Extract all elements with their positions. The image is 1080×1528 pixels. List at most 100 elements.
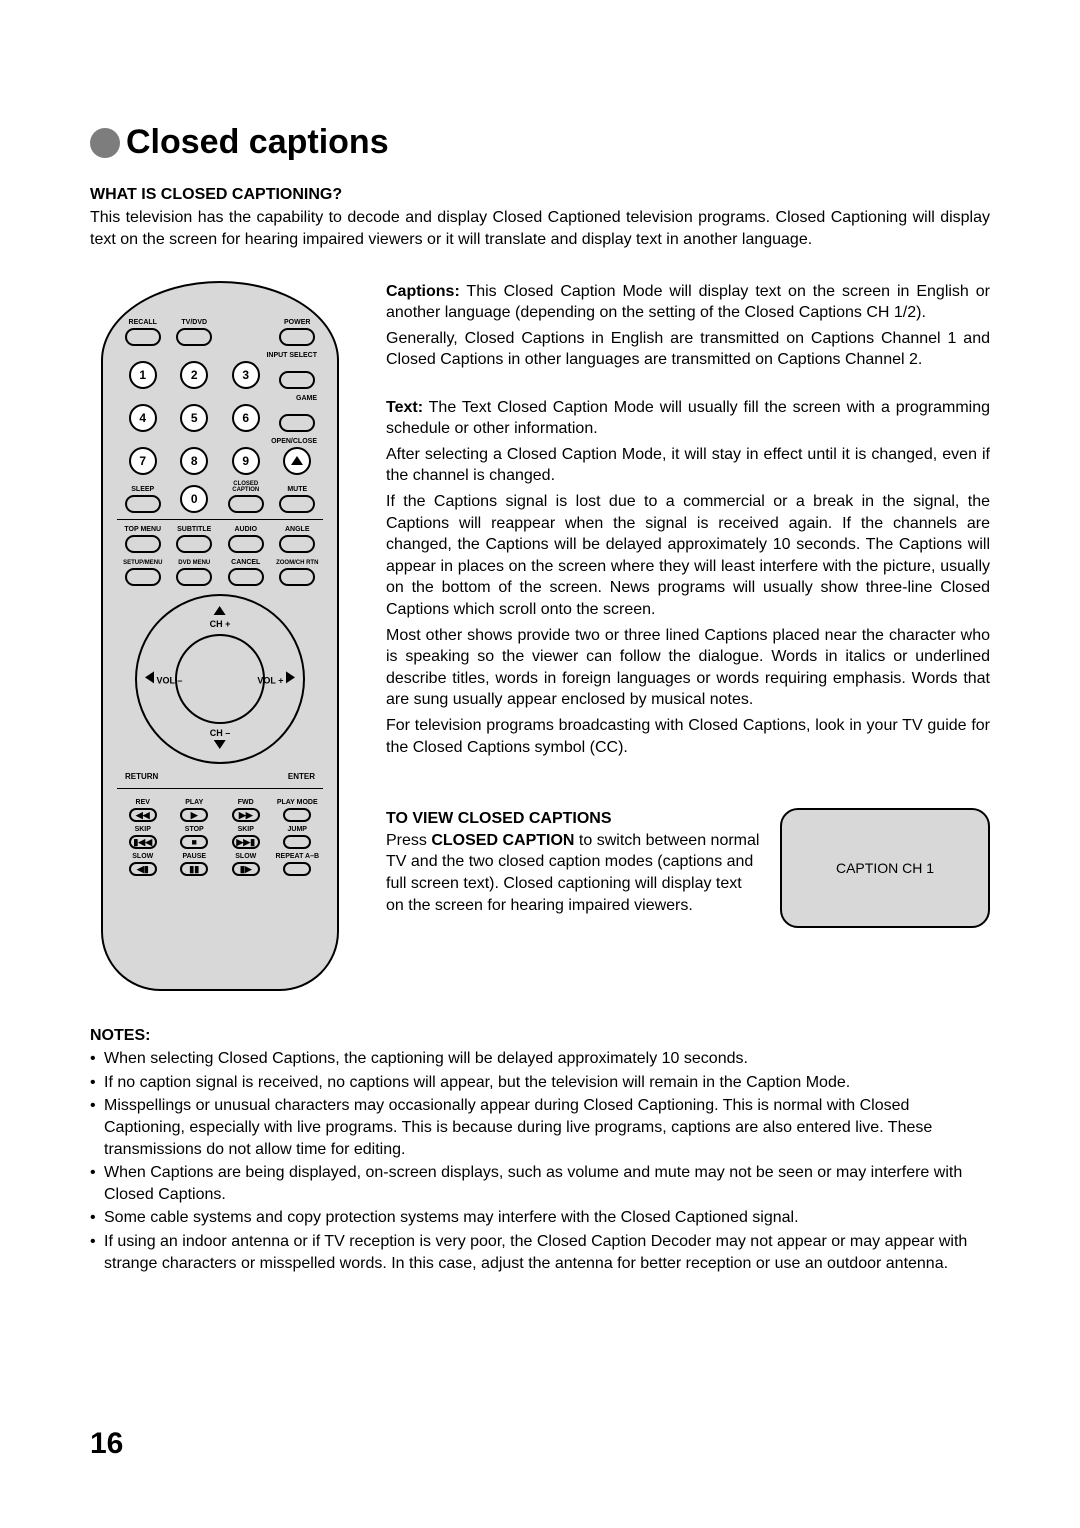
tvdvd-label: TV/DVD bbox=[181, 319, 207, 326]
down-icon bbox=[214, 740, 226, 749]
play-symbol-icon: ▶▶▮ bbox=[236, 838, 255, 847]
play-symbol-icon: ▮◀◀ bbox=[133, 838, 152, 847]
recall-label: RECALL bbox=[129, 319, 157, 326]
nav-ring: CH + CH – VOL – VOL + bbox=[135, 594, 305, 764]
play-button: ◀▮ bbox=[129, 862, 157, 876]
play-button: ▶▶▮ bbox=[232, 835, 260, 849]
page-title: Closed captions bbox=[126, 120, 389, 166]
nav-up: CH + bbox=[210, 606, 231, 630]
note-item: •When selecting Closed Captions, the cap… bbox=[90, 1048, 990, 1070]
tvdvd-button bbox=[176, 328, 212, 346]
title-row: Closed captions bbox=[90, 120, 990, 166]
play-button bbox=[283, 835, 311, 849]
notes-heading: NOTES: bbox=[90, 1025, 990, 1047]
title-bullet-icon bbox=[90, 128, 120, 158]
mute-button bbox=[279, 495, 315, 513]
intro-section: WHAT IS CLOSED CAPTIONING? This televisi… bbox=[90, 184, 990, 251]
subtitle-label: SUBTITLE bbox=[177, 526, 211, 533]
open-close-label: OPEN/CLOSE bbox=[117, 438, 323, 445]
play-button: ◀◀ bbox=[129, 808, 157, 822]
note-item: •Misspellings or unusual characters may … bbox=[90, 1095, 990, 1160]
cancel-label: CANCEL bbox=[231, 559, 260, 566]
audio-button bbox=[228, 535, 264, 553]
text-para-5: For television programs broadcasting wit… bbox=[386, 715, 990, 758]
remote-column: RECALL TV/DVD POWER INPUT SELECT 1 2 3 G… bbox=[90, 281, 350, 991]
game-button bbox=[279, 414, 315, 432]
power-button bbox=[279, 328, 315, 346]
intro-heading: WHAT IS CLOSED CAPTIONING? bbox=[90, 184, 990, 206]
play-label: STOP bbox=[185, 826, 204, 833]
view-section: TO VIEW CLOSED CAPTIONS Press CLOSED CAP… bbox=[386, 808, 990, 928]
num-4-button: 4 bbox=[129, 404, 157, 432]
note-item: •Some cable systems and copy protection … bbox=[90, 1207, 990, 1229]
angle-button bbox=[279, 535, 315, 553]
dvdmenu-button bbox=[176, 568, 212, 586]
subtitle-button bbox=[176, 535, 212, 553]
play-label: SLOW bbox=[132, 853, 153, 860]
play-symbol-icon: ■ bbox=[192, 838, 197, 847]
play-label: PLAY MODE bbox=[277, 799, 318, 806]
play-symbol-icon: ◀◀ bbox=[136, 811, 150, 820]
enter-label: ENTER bbox=[288, 772, 315, 783]
num-0-button: 0 bbox=[180, 485, 208, 513]
play-button: ▶▶ bbox=[232, 808, 260, 822]
note-item: •If using an indoor antenna or if TV rec… bbox=[90, 1231, 990, 1274]
left-icon bbox=[145, 671, 154, 683]
view-body: Press CLOSED CAPTION to switch between n… bbox=[386, 830, 762, 916]
mute-label: MUTE bbox=[287, 486, 307, 493]
play-label: REPEAT A–B bbox=[275, 853, 319, 860]
note-item: •When Captions are being displayed, on-s… bbox=[90, 1162, 990, 1205]
two-column-layout: RECALL TV/DVD POWER INPUT SELECT 1 2 3 G… bbox=[90, 281, 990, 991]
num-8-button: 8 bbox=[180, 447, 208, 475]
captions-para-2: Generally, Closed Captions in English ar… bbox=[386, 328, 990, 371]
play-button: ■ bbox=[180, 835, 208, 849]
play-label: PAUSE bbox=[182, 853, 206, 860]
tv-screen-preview: CAPTION CH 1 bbox=[780, 808, 990, 928]
intro-text: This television has the capability to de… bbox=[90, 207, 990, 250]
num-6-button: 6 bbox=[232, 404, 260, 432]
input-select-button bbox=[279, 371, 315, 389]
cc-label: CLOSED CAPTION bbox=[220, 481, 272, 493]
play-label: REV bbox=[136, 799, 150, 806]
topmenu-label: TOP MENU bbox=[124, 526, 161, 533]
closed-caption-button bbox=[228, 495, 264, 513]
power-label: POWER bbox=[284, 319, 310, 326]
sleep-label: SLEEP bbox=[131, 486, 154, 493]
angle-label: ANGLE bbox=[285, 526, 310, 533]
cancel-button bbox=[228, 568, 264, 586]
notes-list: •When selecting Closed Captions, the cap… bbox=[90, 1048, 990, 1274]
zoom-label: ZOOM/CH RTN bbox=[276, 560, 318, 566]
audio-label: AUDIO bbox=[234, 526, 257, 533]
captions-para-1: Captions: This Closed Caption Mode will … bbox=[386, 281, 990, 324]
num-5-button: 5 bbox=[180, 404, 208, 432]
recall-button bbox=[125, 328, 161, 346]
up-icon bbox=[214, 606, 226, 615]
num-3-button: 3 bbox=[232, 361, 260, 389]
play-symbol-icon: ▮▶ bbox=[240, 865, 252, 874]
view-heading: TO VIEW CLOSED CAPTIONS bbox=[386, 808, 762, 830]
eject-icon bbox=[291, 456, 303, 465]
page-number: 16 bbox=[90, 1424, 123, 1465]
num-2-button: 2 bbox=[180, 361, 208, 389]
input-select-label: INPUT SELECT bbox=[117, 352, 323, 359]
zoom-button bbox=[279, 568, 315, 586]
play-button: ▮▮ bbox=[180, 862, 208, 876]
playback-section: REV◀◀PLAY▶FWD▶▶PLAY MODESKIP▮◀◀STOP■SKIP… bbox=[117, 799, 323, 876]
play-button bbox=[283, 808, 311, 822]
dvdmenu-label: DVD MENU bbox=[178, 560, 210, 566]
play-label: FWD bbox=[238, 799, 254, 806]
eject-button bbox=[283, 447, 311, 475]
topmenu-button bbox=[125, 535, 161, 553]
play-button bbox=[283, 862, 311, 876]
notes-section: NOTES: •When selecting Closed Captions, … bbox=[90, 1025, 990, 1275]
play-symbol-icon: ▶▶ bbox=[239, 811, 253, 820]
num-9-button: 9 bbox=[232, 447, 260, 475]
play-label: SLOW bbox=[235, 853, 256, 860]
play-button: ▮◀◀ bbox=[129, 835, 157, 849]
nav-down: CH – bbox=[210, 727, 231, 751]
play-label: SKIP bbox=[238, 826, 254, 833]
remote-control-diagram: RECALL TV/DVD POWER INPUT SELECT 1 2 3 G… bbox=[101, 281, 339, 991]
return-label: RETURN bbox=[125, 772, 158, 783]
play-button: ▶ bbox=[180, 808, 208, 822]
note-item: •If no caption signal is received, no ca… bbox=[90, 1072, 990, 1094]
